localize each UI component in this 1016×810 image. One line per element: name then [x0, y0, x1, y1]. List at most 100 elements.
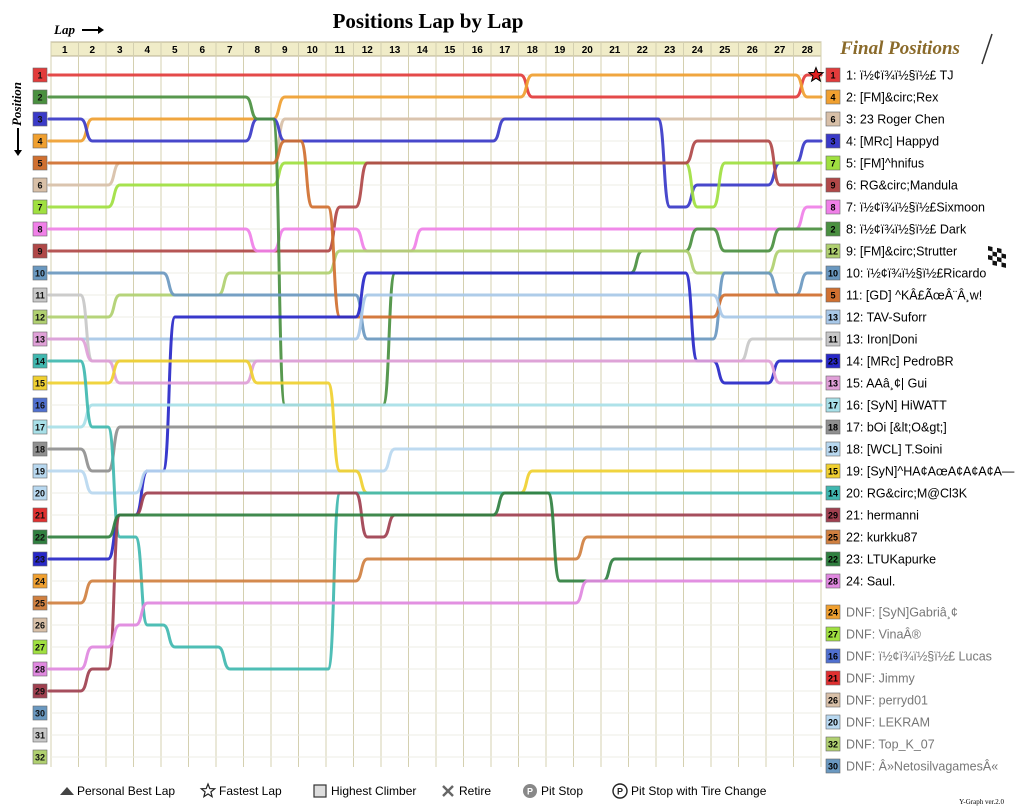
- pit-stop-icon: [523, 784, 537, 798]
- series-name: 5: [FM]^hnifus: [846, 157, 924, 171]
- final-pos-badge: [825, 243, 841, 259]
- flag-cell: [1001, 262, 1006, 268]
- dnf-label: DNF: Jimmy: [846, 672, 915, 686]
- x-axis-label: Lap: [53, 22, 75, 37]
- x-tick-label: 27: [774, 45, 786, 56]
- series-line: [47, 403, 823, 429]
- y-tick-label: 32: [35, 753, 45, 763]
- x-tick-label: 13: [389, 45, 401, 56]
- series-line: [47, 447, 823, 495]
- final-pos-badge: [825, 89, 841, 105]
- final-pos-start: 5: [830, 291, 835, 301]
- final-pos-start: 17: [828, 401, 838, 411]
- flag-cell: [997, 256, 1002, 263]
- series-line: [47, 491, 823, 693]
- series-name: 15: AAâ¸¢| Gui: [846, 377, 927, 391]
- y-tick-label: 2: [37, 93, 42, 103]
- series-line: [47, 579, 823, 671]
- final-pos-start: 14: [828, 489, 838, 499]
- series-line: [47, 139, 823, 319]
- x-tick-label: 17: [499, 45, 511, 56]
- series-line: [47, 73, 823, 143]
- y-tick-badge: [32, 441, 48, 457]
- y-tick-label: 9: [37, 247, 42, 257]
- final-pos-start: 12: [828, 247, 838, 257]
- series-name: 17: bOi [&lt;O&gt;]: [846, 421, 947, 435]
- retire-cross-icon: [442, 785, 454, 797]
- series-name: 12: TAV-Suforr: [846, 311, 927, 325]
- flag-cell: [1001, 253, 1006, 259]
- series-name: 9: [FM]&circ;Strutter: [846, 245, 957, 259]
- dnf-start: 20: [828, 718, 838, 728]
- flag-cell: [988, 250, 993, 256]
- final-pos-badge: [825, 573, 841, 589]
- series-line: [47, 425, 823, 473]
- y-tick-label: 22: [35, 533, 45, 543]
- legend-label: Pit Stop with Tire Change: [631, 784, 767, 798]
- y-tick-badge: [32, 463, 48, 479]
- series-name: 4: [MRc] Happyd: [846, 135, 939, 149]
- series-line: [47, 535, 823, 605]
- flag-cell: [992, 246, 997, 253]
- final-pos-start: 2: [830, 225, 835, 235]
- dnf-badge: [825, 736, 841, 752]
- final-pos-badge: [825, 441, 841, 457]
- y-tick-badge: [32, 397, 48, 413]
- y-axis-label: Position: [9, 82, 24, 126]
- series-name: 6: RG&circ;Mandula: [846, 179, 958, 193]
- x-tick-label: 9: [282, 45, 288, 56]
- y-tick-label: 10: [35, 269, 45, 279]
- final-pos-start: 29: [828, 511, 838, 521]
- version-label: Y-Graph ver.2.0: [959, 798, 1004, 806]
- final-pos-badge: [825, 155, 841, 171]
- series-name: 2: [FM]&circ;Rex: [846, 91, 939, 105]
- x-tick-label: 4: [144, 45, 150, 56]
- flag-cell: [988, 259, 993, 265]
- series-line: [47, 73, 823, 99]
- series-lines: [47, 73, 823, 693]
- y-tick-badge: [32, 89, 48, 105]
- dnf-start: 30: [828, 762, 838, 772]
- final-positions-list: 1 1: ï½¢ï¾ï½§ï½£ TJ 4 2: [FM]&circ;Rex 6 3: 2…: [807, 66, 1015, 774]
- series-name: 11: [GD] ^KÂ£ÃœÂ¨Â¸w!: [846, 288, 982, 303]
- legend-label: Fastest Lap: [219, 784, 282, 798]
- dnf-label: DNF: [SyN]Gabriâ¸¢: [846, 606, 958, 620]
- x-tick-label: 12: [362, 45, 374, 56]
- x-tick-label: 28: [802, 45, 814, 56]
- y-tick-badge: [32, 485, 48, 501]
- y-tick-label: 27: [35, 643, 45, 653]
- y-tick-badge: [32, 749, 48, 765]
- series-line: [47, 271, 823, 561]
- series-name: 24: Saul.: [846, 575, 895, 589]
- x-tick-label: 10: [307, 45, 319, 56]
- final-pos-badge: [825, 265, 841, 281]
- y-tick-label: 3: [37, 115, 42, 125]
- final-positions-title: Final Positions: [839, 38, 960, 59]
- chart-title: Positions Lap by Lap: [333, 9, 524, 33]
- y-tick-label: 24: [35, 577, 45, 587]
- y-tick-badge: [32, 243, 48, 259]
- series-line: [47, 337, 823, 385]
- y-tick-badge: [32, 265, 48, 281]
- x-tick-label: 24: [692, 45, 704, 56]
- series-name: 13: Iron|Doni: [846, 333, 917, 347]
- dnf-label: DNF: ï½¢ï¾ï½§ï½£ Lucas: [846, 650, 992, 664]
- y-tick-badge: [32, 529, 48, 545]
- flag-cell: [997, 252, 1002, 258]
- series-line: [47, 139, 823, 253]
- y-tick-label: 16: [35, 401, 45, 411]
- checkered-flag-icon: [981, 33, 1006, 268]
- y-tick-badge: [32, 727, 48, 743]
- final-pos-badge: [825, 353, 841, 369]
- final-pos-start: 15: [828, 467, 838, 477]
- personal-best-triangle-icon: [60, 787, 74, 795]
- final-pos-start: 4: [830, 93, 835, 103]
- flag-cell: [997, 261, 1002, 267]
- legend: Personal Best Lap Fastest Lap Highest Clim…: [60, 782, 767, 799]
- x-tick-label: 2: [89, 45, 95, 56]
- dnf-badge: [825, 670, 841, 686]
- highest-climber-square-icon: [313, 784, 327, 798]
- final-pos-badge: [825, 331, 841, 347]
- dnf-start: 26: [828, 696, 838, 706]
- y-tick-label: 12: [35, 313, 45, 323]
